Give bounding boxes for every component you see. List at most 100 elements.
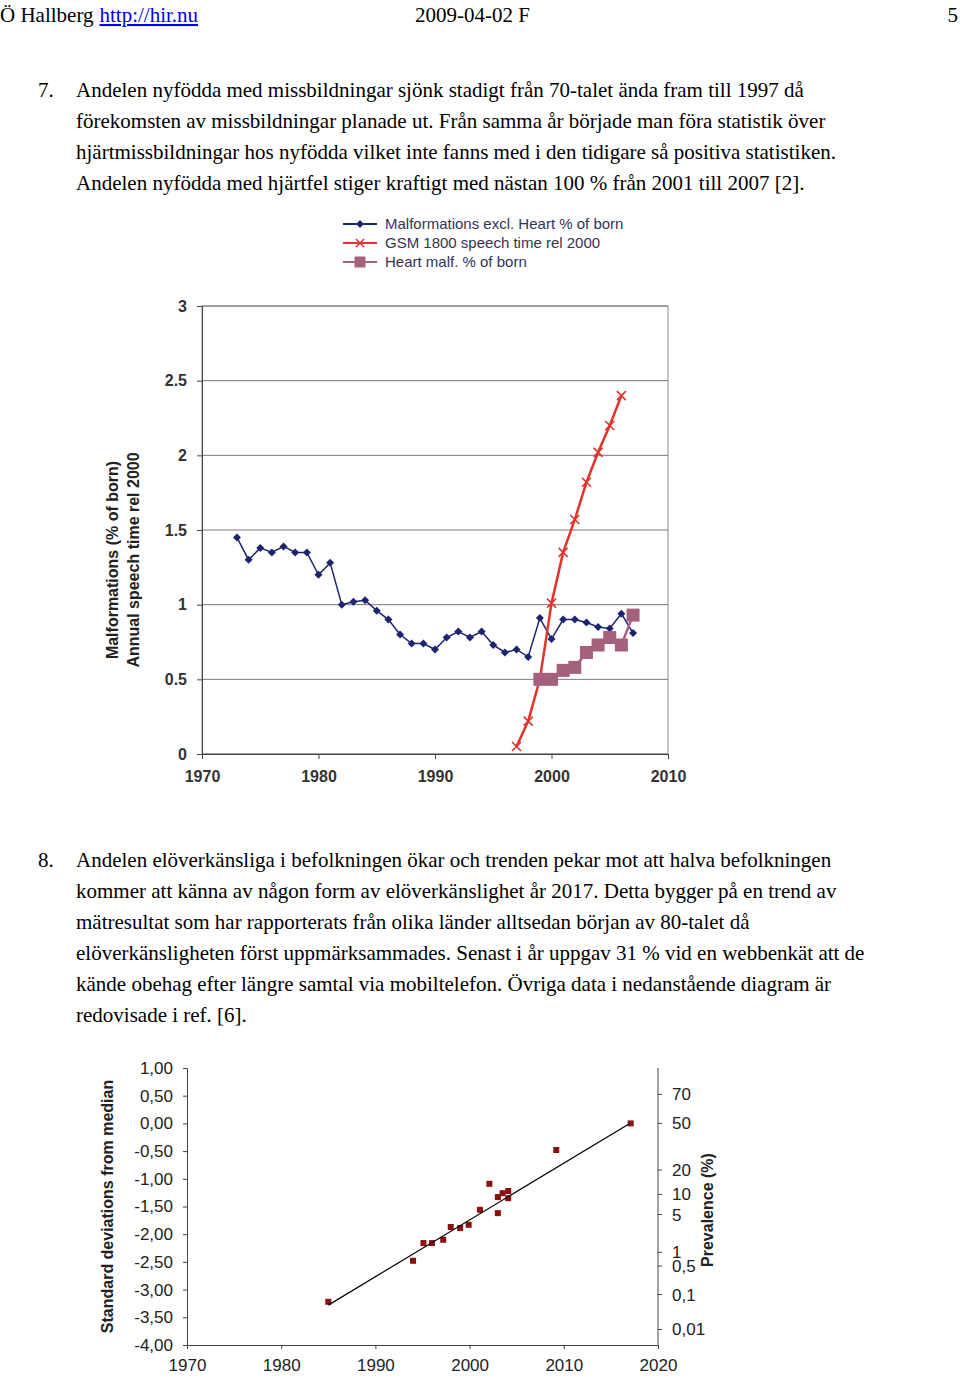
tick: 0,50 bbox=[140, 1087, 187, 1106]
tick-label: -0,50 bbox=[134, 1142, 173, 1161]
point bbox=[627, 609, 640, 622]
point bbox=[466, 1222, 472, 1228]
tick-mark bbox=[197, 679, 202, 680]
tick-mark bbox=[658, 1329, 662, 1330]
tick: 0.5 bbox=[165, 671, 202, 688]
point bbox=[256, 544, 264, 552]
point bbox=[568, 661, 581, 674]
tick-label: 20 bbox=[672, 1161, 691, 1180]
axis: 00.511.522.53 bbox=[165, 298, 203, 763]
point bbox=[570, 515, 579, 524]
point bbox=[512, 742, 521, 751]
tick: 1980 bbox=[263, 1345, 301, 1375]
point bbox=[615, 638, 628, 651]
tick: 1,00 bbox=[140, 1059, 187, 1078]
tick-mark bbox=[183, 1179, 187, 1180]
tick-label: 1 bbox=[178, 596, 187, 613]
tick-mark bbox=[183, 1068, 187, 1069]
legend-label: Malformations excl. Heart % of born bbox=[385, 215, 623, 232]
tick-label: 70 bbox=[672, 1085, 691, 1104]
point bbox=[384, 616, 392, 624]
tick-mark bbox=[183, 1317, 187, 1318]
grid-line bbox=[202, 604, 668, 605]
tick: 0 bbox=[178, 746, 202, 763]
tick: 0,01 bbox=[658, 1320, 705, 1339]
axis-line bbox=[183, 1069, 188, 1346]
tick-label: 1980 bbox=[301, 768, 337, 785]
tick-label: 2010 bbox=[651, 768, 687, 785]
tick: 2020 bbox=[640, 1345, 678, 1375]
axis-line bbox=[658, 1068, 659, 1345]
tick-mark bbox=[470, 1345, 471, 1349]
plot-area bbox=[233, 391, 640, 751]
point bbox=[533, 673, 546, 686]
trend-line bbox=[328, 1123, 629, 1305]
axis-line bbox=[197, 307, 203, 755]
point bbox=[466, 634, 474, 642]
point bbox=[419, 639, 427, 647]
legend-label: Heart malf. % of born bbox=[385, 253, 527, 270]
tick-label: 2.5 bbox=[165, 372, 187, 389]
tick: 0,00 bbox=[140, 1114, 187, 1133]
tick-label: 1970 bbox=[169, 1356, 207, 1375]
tick-label: 0 bbox=[178, 746, 187, 763]
tick: 0,5 bbox=[658, 1257, 696, 1276]
author: Ö Hallberg bbox=[0, 3, 94, 27]
point bbox=[280, 542, 288, 550]
series-line bbox=[237, 537, 633, 656]
tick-label: 0,5 bbox=[672, 1257, 696, 1276]
text-line: redovisade i ref. [6]. bbox=[76, 1003, 247, 1027]
tick-label: 2 bbox=[178, 447, 187, 464]
point bbox=[547, 599, 556, 608]
tick: -4,00 bbox=[134, 1336, 187, 1355]
tick: -2,00 bbox=[134, 1225, 187, 1244]
tick: 2010 bbox=[545, 1345, 583, 1375]
tick: 2.5 bbox=[165, 372, 202, 389]
tick: 1.5 bbox=[165, 522, 202, 539]
text-line: kände obehag efter längre samtal via mob… bbox=[76, 972, 831, 996]
grid-line bbox=[202, 306, 668, 307]
point bbox=[338, 601, 346, 609]
link[interactable]: http://hir.nu bbox=[100, 3, 199, 27]
tick-mark bbox=[319, 754, 320, 759]
tick: -3,00 bbox=[134, 1281, 187, 1300]
axis-title: Malformations (% of born) bbox=[104, 461, 121, 659]
point bbox=[548, 635, 556, 643]
point bbox=[326, 559, 334, 567]
tick-label: 2020 bbox=[640, 1356, 678, 1375]
tick-label: 5 bbox=[672, 1206, 681, 1225]
tick-mark bbox=[183, 1234, 187, 1235]
point bbox=[582, 619, 590, 627]
tick-label: 1990 bbox=[357, 1356, 395, 1375]
point bbox=[594, 623, 602, 631]
point bbox=[553, 1147, 559, 1153]
legend-marker bbox=[356, 220, 364, 228]
point bbox=[349, 598, 357, 606]
tick-label: -2,00 bbox=[134, 1225, 173, 1244]
legend-label: GSM 1800 speech time rel 2000 bbox=[385, 234, 600, 251]
tick-mark bbox=[183, 1345, 187, 1346]
grid-line bbox=[202, 380, 668, 381]
axis-title: Prevalence (%) bbox=[699, 1153, 716, 1267]
text-line: elöverkänsligheten först uppmärksammades… bbox=[76, 941, 864, 965]
tick-mark bbox=[183, 1207, 187, 1208]
text-line: Andelen elöverkänsliga i befolkningen ök… bbox=[76, 848, 832, 872]
tick-mark bbox=[658, 1252, 662, 1253]
point bbox=[617, 391, 626, 400]
point bbox=[245, 556, 253, 564]
point bbox=[559, 548, 568, 557]
tick-label: 1.5 bbox=[165, 522, 187, 539]
legend-marker bbox=[356, 239, 364, 247]
tick-mark bbox=[183, 1123, 187, 1124]
tick: -1,50 bbox=[134, 1197, 187, 1216]
tick-mark bbox=[375, 1345, 376, 1349]
tick-mark bbox=[658, 1194, 662, 1195]
tick: 0,1 bbox=[658, 1286, 696, 1305]
tick-mark bbox=[183, 1151, 187, 1152]
point bbox=[361, 596, 369, 604]
point bbox=[505, 1188, 511, 1194]
axis-line bbox=[188, 1346, 659, 1350]
tick-mark bbox=[658, 1094, 662, 1095]
grid-line bbox=[202, 679, 668, 680]
point bbox=[594, 448, 603, 457]
